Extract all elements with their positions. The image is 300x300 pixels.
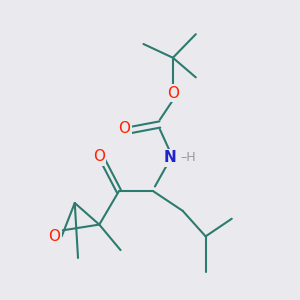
Text: N: N	[163, 150, 176, 165]
Text: O: O	[93, 149, 105, 164]
Text: O: O	[49, 229, 61, 244]
Text: O: O	[167, 85, 179, 100]
Text: O: O	[118, 121, 130, 136]
Text: –H: –H	[181, 152, 197, 164]
